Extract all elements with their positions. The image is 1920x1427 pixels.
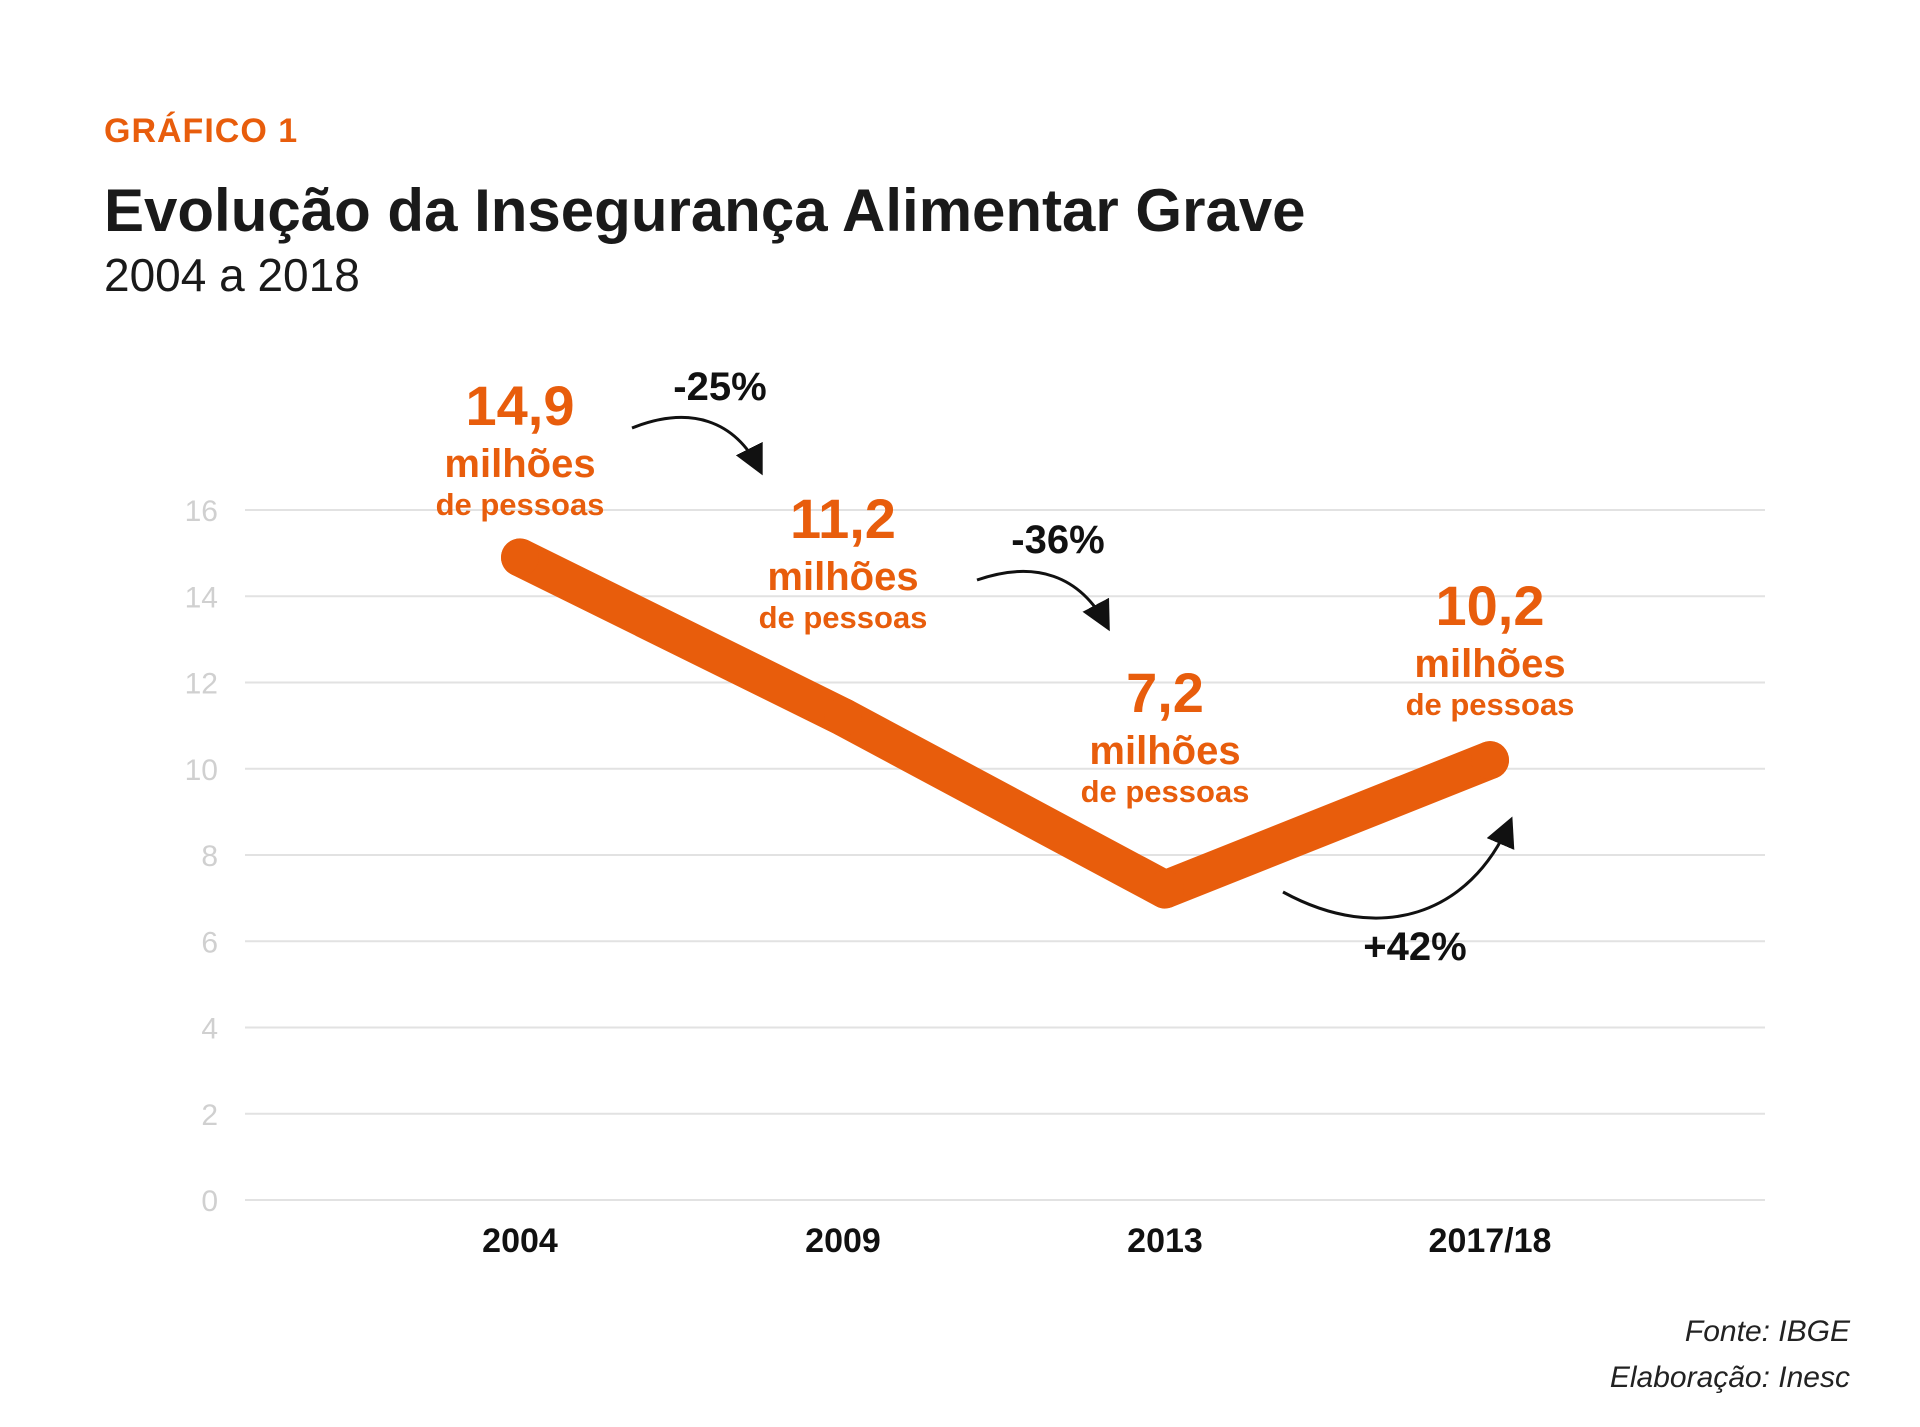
y-tick-4: 4 bbox=[201, 1013, 218, 1046]
change-arrow-2 bbox=[976, 570, 1110, 632]
chart-kicker: GRÁFICO 1 bbox=[104, 112, 299, 150]
change-label-3: +42% bbox=[1363, 925, 1466, 969]
x-tick-2013: 2013 bbox=[1127, 1222, 1203, 1260]
change-arrow-3 bbox=[1282, 816, 1515, 920]
source-note: Fonte: IBGE bbox=[1684, 1315, 1850, 1348]
unit-label-2004: milhões bbox=[444, 442, 595, 486]
value-label-2017-18: 10,2 bbox=[1436, 574, 1545, 637]
unit-sub-label-2004: de pessoas bbox=[436, 487, 605, 522]
y-tick-14: 14 bbox=[185, 581, 218, 614]
data-point-2013 bbox=[1146, 870, 1184, 909]
value-label-2009: 11,2 bbox=[790, 487, 896, 550]
unit-label-2009: milhões bbox=[767, 555, 918, 599]
y-tick-10: 10 bbox=[185, 754, 218, 787]
change-arrow-1 bbox=[631, 415, 763, 476]
unit-sub-label-2009: de pessoas bbox=[759, 600, 928, 635]
data-point-2004 bbox=[501, 538, 539, 577]
y-tick-2: 2 bbox=[201, 1099, 218, 1132]
unit-label-2013: milhões bbox=[1089, 729, 1240, 773]
y-tick-6: 6 bbox=[201, 926, 218, 959]
credit-note: Elaboração: Inesc bbox=[1609, 1361, 1850, 1394]
change-label-2: -36% bbox=[1011, 518, 1104, 562]
x-tick-2004: 2004 bbox=[482, 1222, 558, 1260]
value-label-2004: 14,9 bbox=[466, 374, 575, 437]
y-tick-12: 12 bbox=[185, 668, 218, 701]
x-tick-2017-18: 2017/18 bbox=[1429, 1222, 1552, 1260]
x-tick-2009: 2009 bbox=[805, 1222, 881, 1260]
change-label-1: -25% bbox=[673, 365, 766, 409]
y-tick-16: 16 bbox=[185, 495, 218, 528]
unit-sub-label-2017-18: de pessoas bbox=[1406, 687, 1575, 722]
unit-sub-label-2013: de pessoas bbox=[1081, 774, 1250, 809]
series-line bbox=[501, 538, 1509, 909]
data-point-2009 bbox=[824, 698, 862, 736]
chart-subtitle: 2004 a 2018 bbox=[104, 249, 360, 301]
chart-title: Evolução da Insegurança Alimentar Grave bbox=[104, 177, 1306, 244]
y-tick-8: 8 bbox=[201, 840, 218, 873]
data-point-2017-18 bbox=[1471, 741, 1509, 780]
unit-label-2017-18: milhões bbox=[1414, 642, 1565, 686]
y-tick-0: 0 bbox=[201, 1185, 218, 1218]
value-label-2013: 7,2 bbox=[1126, 661, 1204, 724]
